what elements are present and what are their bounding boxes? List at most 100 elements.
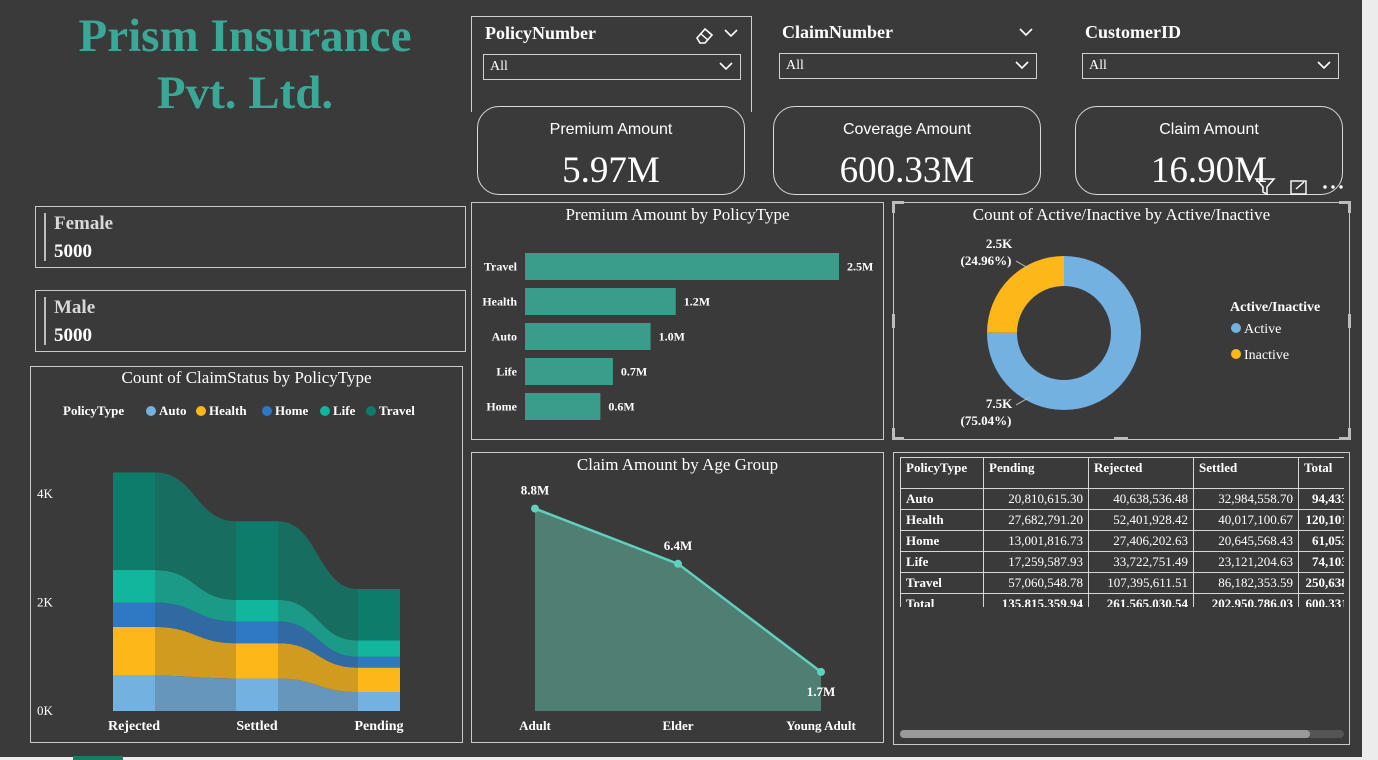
- legend-marker: [1231, 349, 1241, 359]
- table-cell: 120,101,82: [1298, 509, 1344, 531]
- stack-segment-health[interactable]: [236, 643, 278, 679]
- ribbon-travel[interactable]: [155, 472, 236, 600]
- stack-segment-auto[interactable]: [236, 678, 278, 711]
- stack-segment-travel[interactable]: [236, 521, 278, 600]
- legend-item[interactable]: Health: [209, 403, 247, 418]
- stack-segment-home[interactable]: [113, 602, 155, 627]
- stack-segment-auto[interactable]: [113, 675, 155, 711]
- ribbon-health[interactable]: [278, 643, 358, 693]
- data-point[interactable]: [531, 504, 539, 513]
- company-title: Prism Insurance Pvt. Ltd.: [40, 8, 450, 122]
- page-scrollbar[interactable]: [1362, 0, 1378, 757]
- ribbon-auto[interactable]: [155, 675, 236, 711]
- line-chart-svg: 8.8M 6.4M 1.7M Adult Elder Young Adult: [519, 483, 856, 733]
- legend-item[interactable]: Life: [333, 403, 356, 418]
- ribbon-life[interactable]: [278, 599, 358, 657]
- legend-item[interactable]: Active: [1244, 322, 1281, 337]
- legend-item[interactable]: Travel: [379, 403, 415, 418]
- card-label: Claim Amount: [1159, 121, 1259, 138]
- y-category-label: Life: [496, 365, 517, 379]
- legend-marker: [366, 406, 376, 416]
- total-row[interactable]: Total 135,815,359.94 261,565,030.54 202,950…: [900, 593, 1344, 607]
- bar-home[interactable]: [525, 393, 601, 420]
- bar-life[interactable]: [525, 358, 613, 385]
- scrollbar-thumb[interactable]: [900, 730, 1310, 738]
- resize-handle[interactable]: [892, 437, 904, 440]
- ribbon-life[interactable]: [155, 570, 236, 622]
- table-row[interactable]: Life 17,259,587.93 33,722,751.49 23,121,204…: [900, 551, 1344, 573]
- bar-health[interactable]: [525, 288, 676, 315]
- stack-segment-health[interactable]: [113, 626, 155, 676]
- stack-segment-life[interactable]: [358, 640, 400, 657]
- stack-segment-auto[interactable]: [358, 692, 400, 711]
- table-row[interactable]: Home 13,001,816.73 27,406,202.63 20,645,568…: [900, 530, 1344, 552]
- focus-mode-icon[interactable]: [1289, 178, 1309, 196]
- resize-handle[interactable]: [1348, 314, 1351, 328]
- chevron-down-icon[interactable]: [723, 27, 739, 39]
- horizontal-scrollbar[interactable]: [900, 730, 1344, 738]
- bar-value-label: 1.2M: [684, 295, 710, 309]
- claimnumber-dropdown[interactable]: All: [779, 53, 1037, 79]
- customerid-dropdown[interactable]: All: [1082, 53, 1339, 79]
- column-header[interactable]: PolicyType: [900, 457, 984, 489]
- bar-auto[interactable]: [525, 323, 651, 350]
- leader-line: [1015, 396, 1031, 406]
- column-header[interactable]: Pending: [983, 457, 1089, 489]
- data-point[interactable]: [817, 667, 825, 676]
- legend-item[interactable]: Auto: [159, 403, 186, 418]
- column-header[interactable]: Settled: [1193, 457, 1299, 489]
- table-row[interactable]: Health 27,682,791.20 52,401,928.42 40,017,1…: [900, 509, 1344, 531]
- stack-segment-travel[interactable]: [113, 472, 155, 571]
- stack-segment-health[interactable]: [358, 667, 400, 693]
- resize-handle[interactable]: [1114, 437, 1128, 440]
- male-card: Male 5000: [35, 290, 466, 352]
- stack-segment-life[interactable]: [236, 599, 278, 622]
- active-inactive-chart: Count of Active/Inactive by Active/Inact…: [893, 202, 1350, 440]
- y-tick-label: 4K: [37, 486, 54, 501]
- active-page-tab[interactable]: [73, 756, 123, 760]
- table-cell: 13,001,816.73: [983, 530, 1089, 552]
- table-cell: 202,950,786.03: [1193, 593, 1299, 607]
- resize-handle[interactable]: [1348, 428, 1351, 440]
- claimstatus-chart: Count of ClaimStatus by PolicyType Polic…: [30, 366, 463, 743]
- resize-handle[interactable]: [892, 314, 895, 328]
- chevron-down-icon[interactable]: [1018, 26, 1034, 38]
- policynumber-label: PolicyNumber: [485, 23, 596, 43]
- x-category-label: Young Adult: [786, 718, 856, 733]
- ribbon-home[interactable]: [278, 621, 358, 668]
- more-options-icon[interactable]: [1322, 182, 1344, 192]
- eraser-icon[interactable]: [694, 25, 716, 45]
- ribbon-auto[interactable]: [278, 678, 358, 711]
- table-row[interactable]: Auto 20,810,615.30 40,638,536.48 32,984,558…: [900, 488, 1344, 510]
- ribbon-travel[interactable]: [278, 521, 358, 641]
- resize-handle[interactable]: [892, 201, 895, 213]
- policynumber-dropdown[interactable]: All: [483, 54, 741, 80]
- resize-handle[interactable]: [1348, 201, 1351, 213]
- filter-icon[interactable]: [1254, 176, 1276, 196]
- resize-handle[interactable]: [1339, 201, 1351, 204]
- ribbon-home[interactable]: [155, 602, 236, 644]
- column-header[interactable]: Rejected: [1088, 457, 1194, 489]
- legend-marker: [262, 406, 272, 416]
- resize-handle[interactable]: [1339, 437, 1351, 440]
- table-cell: 61,053,58: [1298, 530, 1344, 552]
- resize-handle[interactable]: [892, 201, 904, 204]
- bar-travel[interactable]: [525, 253, 839, 280]
- customerid-value: All: [1089, 58, 1107, 73]
- stack-segment-home[interactable]: [358, 656, 400, 668]
- stack-segment-life[interactable]: [113, 570, 155, 603]
- legend-item[interactable]: Home: [275, 403, 308, 418]
- ribbon-health[interactable]: [155, 626, 236, 679]
- table-row[interactable]: Travel 57,060,548.78 107,395,611.51 86,182,…: [900, 572, 1344, 594]
- resize-handle[interactable]: [892, 428, 895, 440]
- legend-item[interactable]: Inactive: [1244, 348, 1289, 363]
- donut-slice-inactive[interactable]: [987, 256, 1141, 410]
- stack-segment-travel[interactable]: [358, 589, 400, 641]
- y-category-label: Home: [486, 400, 517, 414]
- stack-segment-home[interactable]: [236, 621, 278, 644]
- column-header[interactable]: Total: [1298, 457, 1344, 489]
- table-cell: 57,060,548.78: [983, 572, 1089, 594]
- legend-marker: [146, 406, 156, 416]
- data-point[interactable]: [674, 559, 682, 568]
- bar-value-label: 2.5M: [847, 260, 873, 274]
